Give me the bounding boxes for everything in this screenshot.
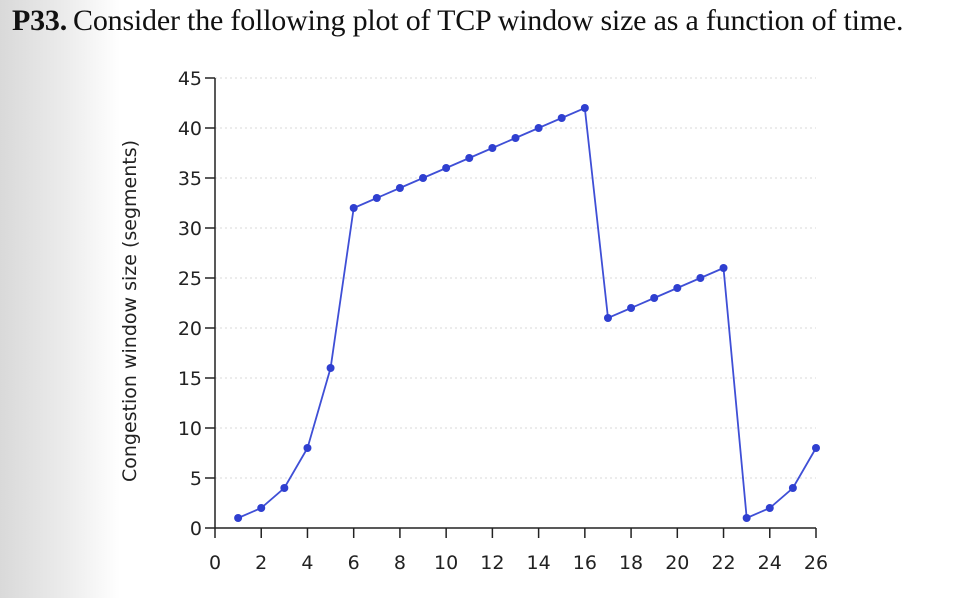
x-tick-label: 0 xyxy=(209,552,221,574)
data-point xyxy=(442,164,451,172)
x-tick-label: 6 xyxy=(348,552,360,574)
data-point xyxy=(742,514,751,522)
data-point xyxy=(557,114,566,122)
y-axis-title: Congestion window size (segments) xyxy=(119,140,141,482)
data-point xyxy=(234,514,243,522)
data-point xyxy=(603,314,612,322)
x-tick-label: 18 xyxy=(619,552,643,574)
data-point xyxy=(488,144,497,152)
page-edge-shadow xyxy=(0,0,120,598)
x-tick-label: 16 xyxy=(573,552,597,574)
data-point xyxy=(673,284,682,292)
data-point xyxy=(627,304,636,312)
data-point xyxy=(765,504,774,512)
data-point xyxy=(257,504,266,512)
data-point xyxy=(349,204,358,212)
data-point xyxy=(788,484,797,492)
data-point xyxy=(511,134,520,142)
data-point xyxy=(812,444,820,452)
x-tick-label: 2 xyxy=(255,552,267,574)
y-tick-label: 40 xyxy=(178,118,202,140)
data-point xyxy=(280,484,289,492)
data-point xyxy=(650,294,659,302)
data-point xyxy=(395,184,404,192)
data-point xyxy=(419,174,428,182)
x-tick-label: 24 xyxy=(758,552,782,574)
data-point xyxy=(372,194,381,202)
y-tick-label: 10 xyxy=(178,418,202,440)
y-tick-label: 45 xyxy=(178,68,202,90)
y-tick-label: 5 xyxy=(190,468,202,490)
x-tick-label: 8 xyxy=(394,552,406,574)
series-line xyxy=(237,106,817,520)
y-tick-label: 15 xyxy=(178,368,202,390)
data-point xyxy=(465,154,474,162)
x-tick-label: 26 xyxy=(804,552,828,574)
y-tick-label: 0 xyxy=(190,518,202,540)
axes xyxy=(205,77,817,538)
y-tick-label: 35 xyxy=(178,168,202,190)
x-tick-label: 20 xyxy=(665,552,689,574)
data-point xyxy=(303,444,312,452)
data-series xyxy=(234,104,820,522)
data-point xyxy=(580,104,589,112)
y-tick-label: 30 xyxy=(178,218,202,240)
x-tick-label: 14 xyxy=(527,552,551,574)
y-tick-label: 25 xyxy=(178,268,202,290)
problem-statement: P33. Consider the following plot of TCP w… xyxy=(12,4,903,38)
data-point xyxy=(326,364,335,372)
data-point xyxy=(696,274,705,282)
problem-text: Consider the following plot of TCP windo… xyxy=(73,4,904,37)
x-tick-label: 22 xyxy=(711,552,735,574)
x-tick-label: 12 xyxy=(480,552,504,574)
grid-lines xyxy=(215,77,816,479)
problem-number: P33. xyxy=(12,4,68,37)
data-point xyxy=(719,264,728,272)
data-point xyxy=(534,124,543,132)
x-tick-label: 4 xyxy=(301,552,313,574)
y-tick-label: 20 xyxy=(178,318,202,340)
x-tick-label: 10 xyxy=(434,552,458,574)
